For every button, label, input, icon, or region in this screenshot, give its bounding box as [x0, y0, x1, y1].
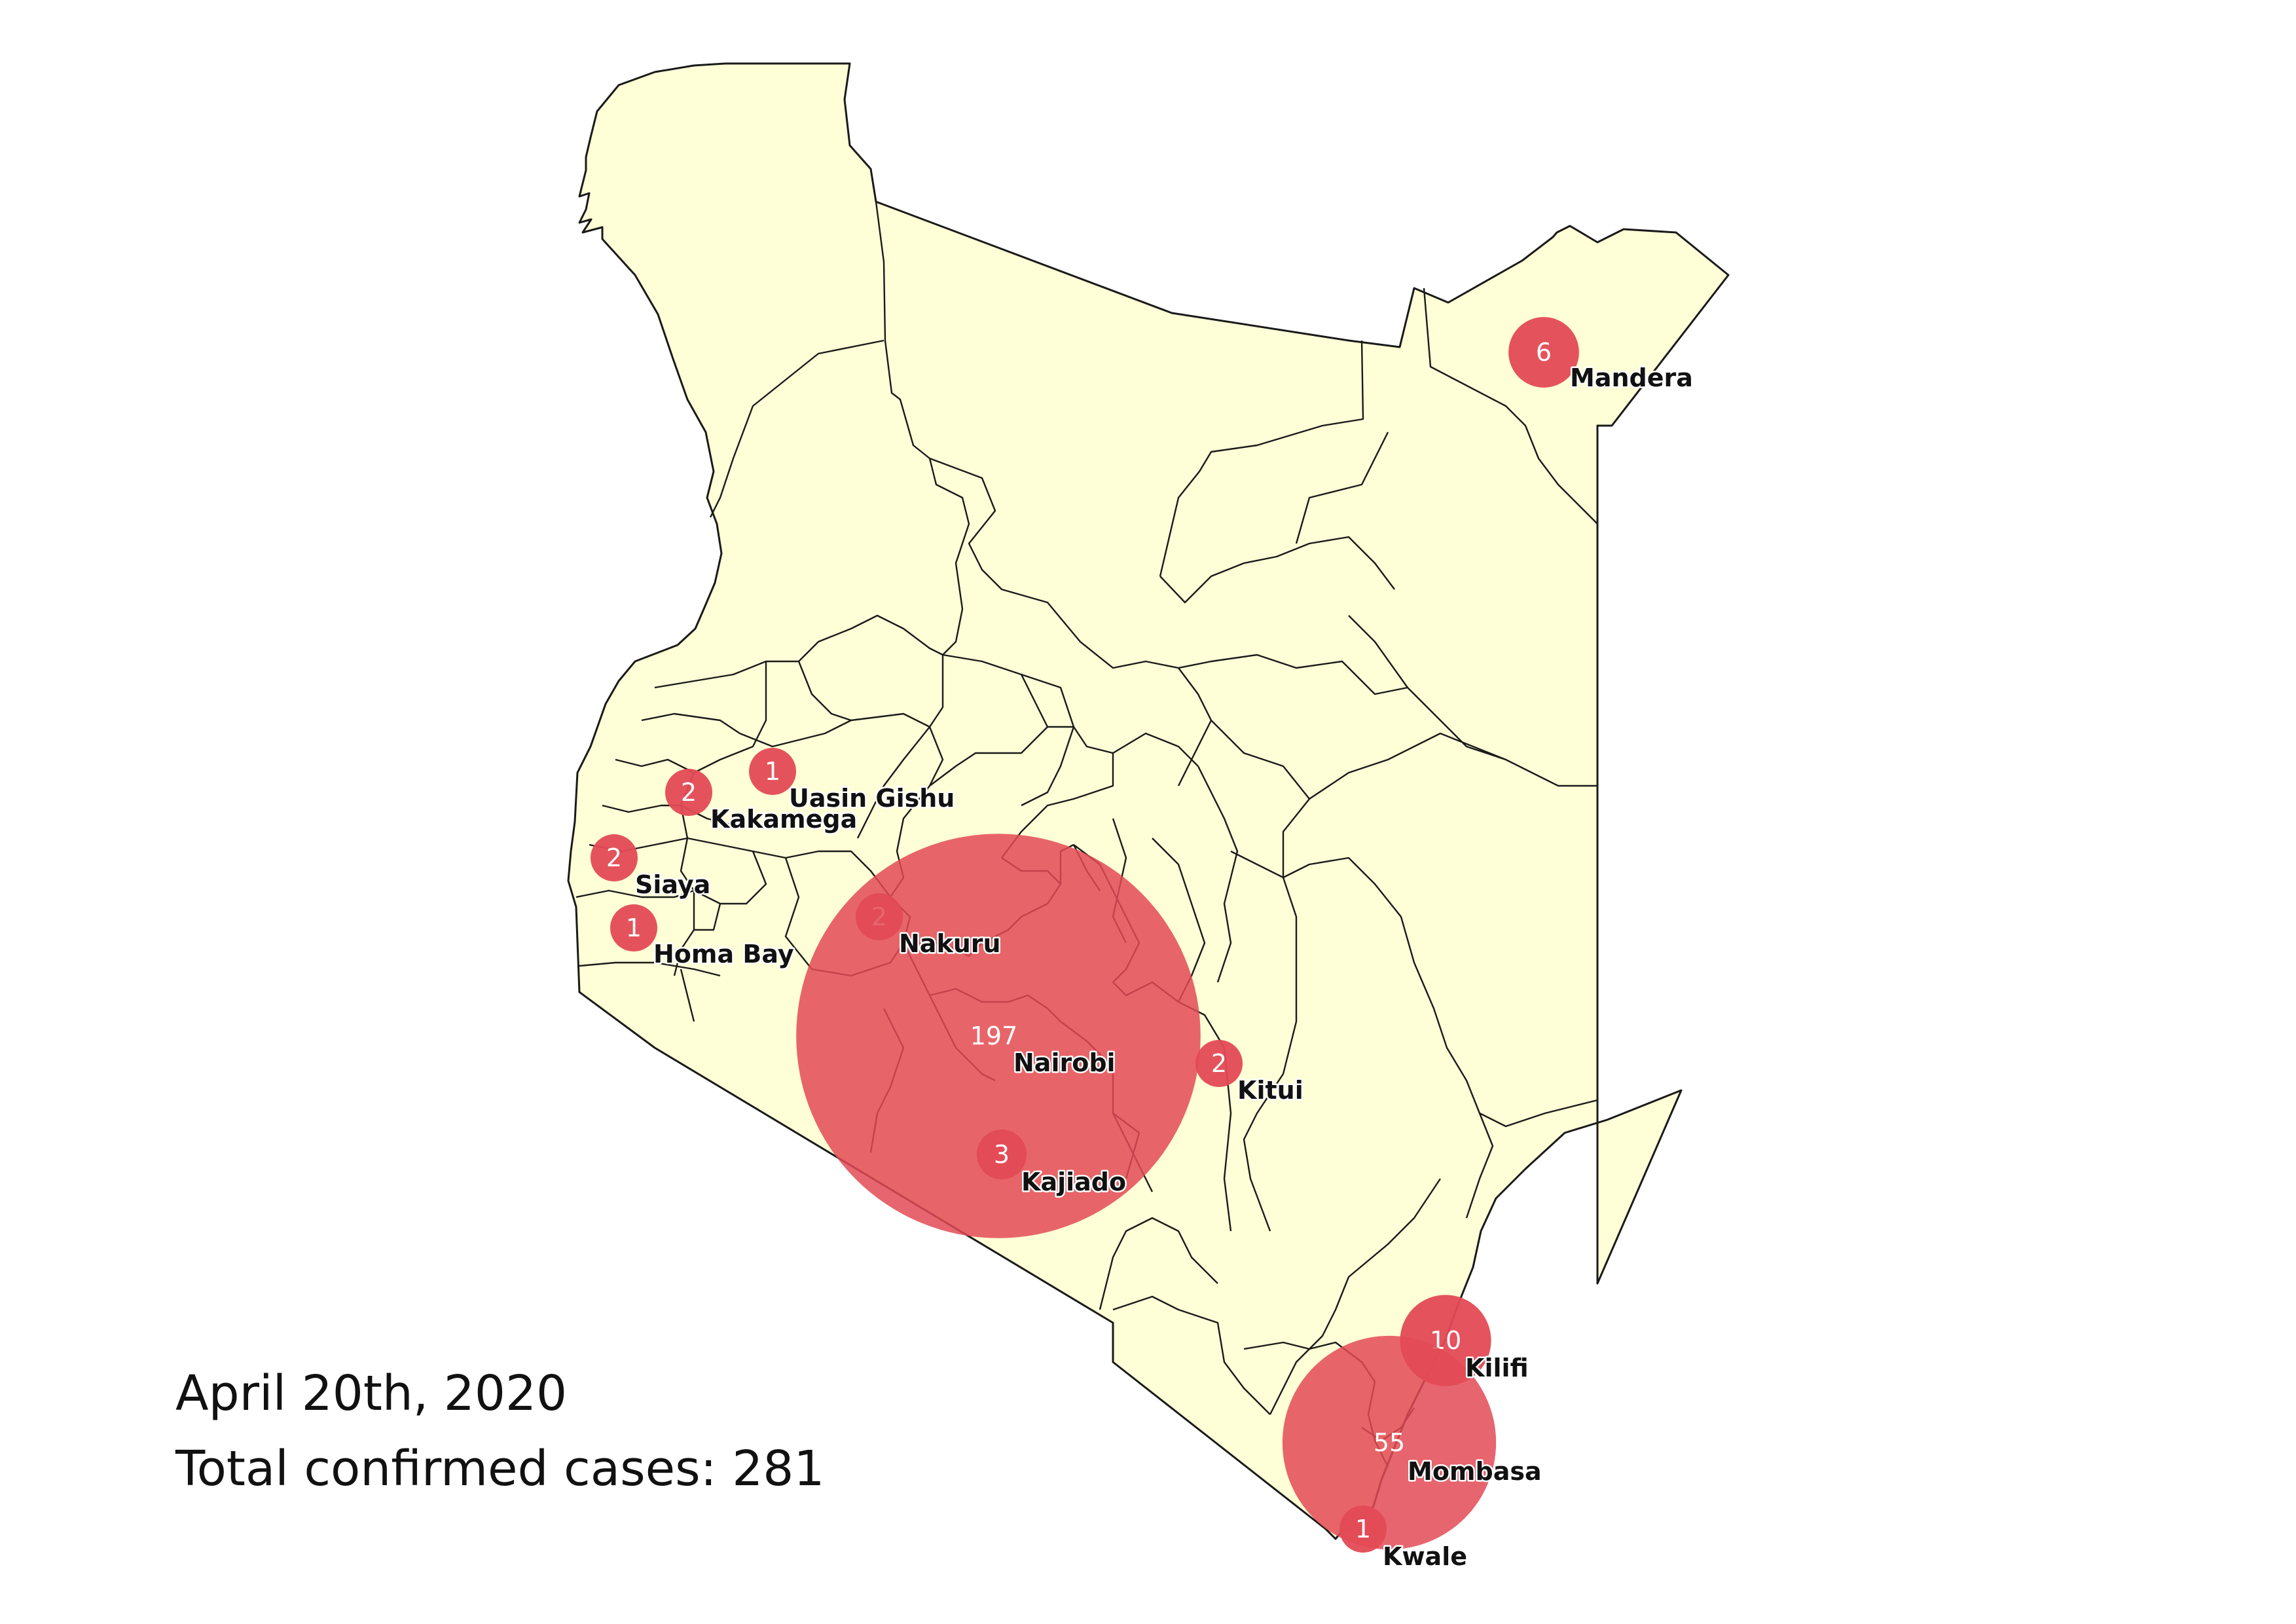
county-label-mombasa: Mombasa	[1408, 1457, 1542, 1486]
case-count-mandera: 6	[1536, 338, 1552, 367]
county-label-nairobi: Nairobi	[1013, 1048, 1116, 1077]
kenya-outline	[567, 62, 1730, 1540]
case-bubble-kitui	[1195, 1040, 1243, 1087]
case-count-mombasa: 55	[1374, 1428, 1405, 1457]
total-cases-caption: Total confirmed cases: 281	[175, 1441, 824, 1497]
case-count-kajiado: 3	[994, 1140, 1010, 1169]
case-count-uasin-gishu: 1	[765, 757, 780, 786]
case-bubble-homa-bay	[610, 904, 657, 951]
case-bubble-uasin-gishu	[749, 748, 796, 795]
county-label-kwale: Kwale	[1383, 1542, 1467, 1571]
county-label-kajiado: Kajiado	[1021, 1168, 1126, 1196]
total-cases-value: 281	[732, 1441, 825, 1497]
case-count-kakamega: 2	[681, 778, 697, 807]
case-bubble-siaya	[591, 834, 638, 881]
county-label-nakuru: Nakuru	[899, 929, 1001, 958]
case-count-nairobi: 197	[970, 1022, 1018, 1050]
county-label-kakamega: Kakamega	[710, 805, 857, 834]
case-count-kitui: 2	[1211, 1049, 1227, 1078]
total-cases-label: Total confirmed cases	[175, 1441, 701, 1497]
case-bubble-kwale	[1339, 1505, 1387, 1553]
county-label-kitui: Kitui	[1237, 1076, 1303, 1105]
case-bubbles: 6122121972310551	[591, 317, 1579, 1553]
case-bubble-mombasa	[1282, 1335, 1497, 1550]
county-label-homa-bay: Homa Bay	[653, 940, 794, 969]
case-bubble-mandera	[1508, 317, 1579, 388]
case-count-kwale: 1	[1355, 1515, 1371, 1543]
county-label-siaya: Siaya	[635, 870, 710, 899]
case-count-homa-bay: 1	[626, 913, 642, 942]
county-label-uasin-gishu: Uasin Gishu	[789, 784, 955, 813]
case-bubble-nairobi	[796, 834, 1201, 1238]
case-count-siaya: 2	[606, 843, 622, 872]
total-cases-separator: :	[700, 1441, 733, 1497]
map-date-caption: April 20th, 2020	[175, 1365, 568, 1422]
case-bubble-kakamega	[665, 769, 712, 816]
case-bubble-kajiado	[976, 1129, 1027, 1180]
county-label-kilifi: Kilifi	[1465, 1354, 1529, 1382]
county-label-mandera: Mandera	[1570, 363, 1693, 392]
